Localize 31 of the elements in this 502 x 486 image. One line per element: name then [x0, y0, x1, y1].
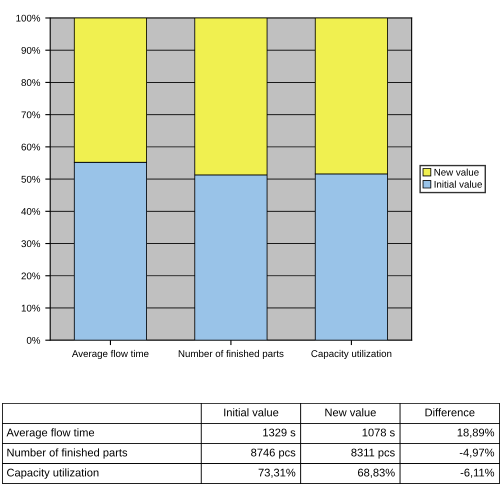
y-tick-label: 0%: [26, 336, 40, 344]
y-tick-label: 90%: [21, 46, 40, 54]
legend-label: New value: [434, 168, 479, 176]
y-tick-label: 80%: [21, 79, 40, 86]
text: -4,97%: [460, 448, 494, 458]
y-tick-label: 100%: [16, 14, 40, 22]
y-tick-label: 30%: [21, 240, 40, 248]
text: 18,89%: [458, 428, 494, 438]
text: 68,83%: [358, 468, 395, 478]
text: 73,31%: [258, 468, 296, 478]
text: 1078 s: [362, 428, 395, 436]
y-tick-label: 20%: [22, 272, 40, 280]
text: 1329 s: [263, 428, 296, 436]
text: Number of finished parts: [7, 448, 128, 459]
text: Capacity utilization: [7, 468, 98, 479]
x-tick-label: Average flow time: [72, 350, 149, 359]
text: 8311 pcs: [351, 448, 395, 459]
y-tick-label: 60%: [22, 144, 40, 150]
text: 8746 pcs: [251, 448, 296, 459]
text: Average flow time: [6, 428, 94, 439]
legend-label: Initial value: [434, 180, 482, 188]
text: -6,11%: [460, 468, 494, 478]
y-tick-label: 40%: [21, 208, 40, 215]
text: Difference: [425, 408, 475, 416]
text: New value: [325, 408, 376, 416]
y-tick-label: 50%: [21, 176, 40, 183]
x-tick-label: Number of finished parts: [178, 350, 284, 359]
text: Initial value: [224, 408, 278, 416]
y-tick-label: 10%: [22, 304, 40, 312]
y-tick-label: 70%: [22, 111, 40, 118]
x-tick-label: Capacity utilization: [311, 350, 392, 359]
